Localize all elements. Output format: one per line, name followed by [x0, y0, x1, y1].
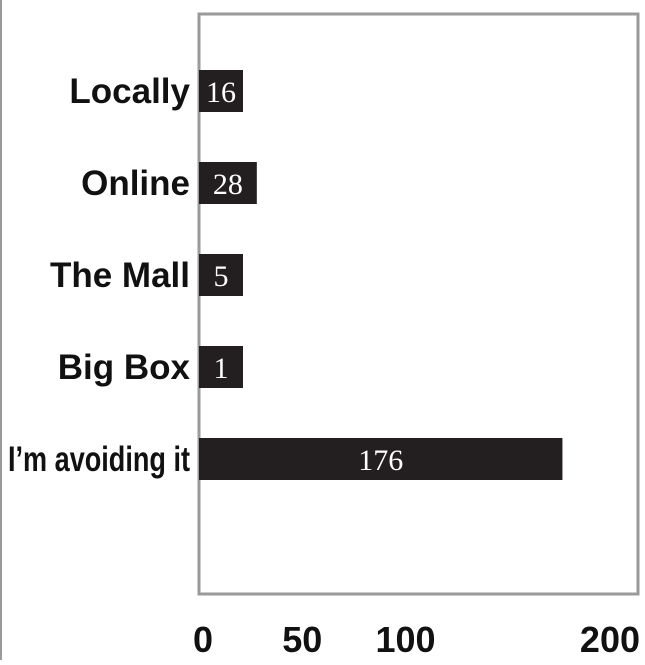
x-axis-tick-labels: 0 50 100 200: [193, 619, 640, 660]
category-label-online: Online: [81, 164, 190, 203]
value-label-online: 28: [213, 168, 243, 201]
x-tick-label-200: 200: [580, 619, 640, 660]
plot-area-frame: [197, 12, 640, 596]
value-label-big-box: 1: [214, 352, 229, 385]
bars-layer: 16 28 5 1 176: [199, 70, 563, 480]
left-border-line: [0, 0, 2, 660]
category-label-big-box: Big Box: [58, 348, 191, 387]
value-label-the-mall: 5: [214, 260, 229, 293]
bar-online: [199, 162, 257, 204]
x-tick-label-0: 0: [193, 619, 213, 660]
x-tick-label-50: 50: [282, 619, 322, 660]
category-labels: Locally Online The Mall Big Box I’m avoiding…: [8, 72, 191, 479]
bar-the-mall: [199, 254, 243, 296]
category-label-i-m-avoiding-it: I’m avoiding it: [8, 440, 190, 479]
bar-i-m-avoiding-it: [199, 438, 563, 480]
value-label-i-m-avoiding-it: 176: [358, 444, 403, 477]
bar-locally: [199, 70, 243, 112]
bar-big-box: [199, 346, 243, 388]
x-tick-label-100: 100: [375, 619, 435, 660]
category-label-the-mall: The Mall: [50, 256, 190, 295]
category-label-locally: Locally: [69, 72, 190, 111]
value-label-locally: 16: [206, 76, 236, 109]
